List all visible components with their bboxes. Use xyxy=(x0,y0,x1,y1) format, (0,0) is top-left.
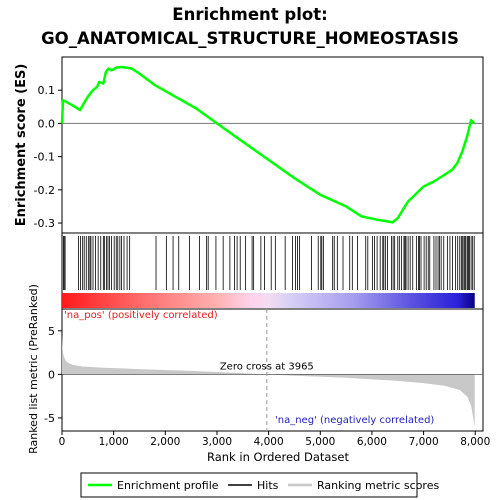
rank-y-tick-label: 5 xyxy=(48,325,55,338)
rank-y-tick-label: -5 xyxy=(44,412,55,425)
rank-y-ticks: 5 0 -5 xyxy=(44,325,62,425)
rank-y-tick-label: 0 xyxy=(48,368,55,381)
negative-correlation-label: 'na_neg' (negatively correlated) xyxy=(275,415,434,426)
es-y-tick-label: 0.0 xyxy=(38,117,56,130)
legend: Enrichment profile Hits Ranking metric s… xyxy=(80,472,439,498)
x-tick-label: 1,000 xyxy=(99,436,129,448)
zero-cross-label: Zero cross at 3965 xyxy=(220,361,314,372)
enrichment-profile-line xyxy=(60,65,476,224)
x-tick-label: 4,000 xyxy=(254,436,284,448)
hit-lines xyxy=(63,236,475,290)
x-tick-label: 3,000 xyxy=(202,436,232,448)
es-y-tick-label: -0.1 xyxy=(34,151,55,164)
x-tick-label: 7,000 xyxy=(409,436,439,448)
es-y-tick-label: -0.2 xyxy=(34,184,55,197)
ranking-metric-area xyxy=(62,334,475,427)
legend-enrichment-label: Enrichment profile xyxy=(117,479,219,492)
hits-panel xyxy=(61,232,484,310)
x-tick-label: 8,000 xyxy=(460,436,490,448)
es-y-axis-label: Enrichment score (ES) xyxy=(14,64,29,227)
chart-title-line-1: Enrichment plot: xyxy=(172,5,327,24)
x-axis-label: Rank in Ordered Dataset xyxy=(207,450,350,464)
x-tick-label: 0 xyxy=(59,436,66,448)
es-panel: 0.1 0.0 -0.1 -0.2 -0.3 Enrichment score (ES) xyxy=(14,56,484,234)
ranking-color-bar xyxy=(62,293,475,308)
es-y-tick-label: -0.3 xyxy=(34,217,55,230)
x-tick-label: 2,000 xyxy=(150,436,180,448)
es-y-ticks: 0.1 0.0 -0.1 -0.2 -0.3 xyxy=(34,84,62,230)
rank-y-axis-label: Ranked list metric (PreRanked) xyxy=(27,284,40,454)
x-tick-label: 5,000 xyxy=(305,436,335,448)
legend-hits-label: Hits xyxy=(257,479,279,492)
es-y-tick-label: 0.1 xyxy=(38,84,56,97)
rank-metric-panel: Zero cross at 3965 'na_pos' (positively … xyxy=(27,284,484,454)
chart-title-line-2: GO_ANATOMICAL_STRUCTURE_HOMEOSTASIS xyxy=(41,29,459,48)
x-tick-label: 6,000 xyxy=(357,436,387,448)
x-axis-ticks: 0 1,000 2,000 3,000 4,000 5,000 6,000 7,000 8,00… xyxy=(59,431,490,448)
positive-correlation-label: 'na_pos' (positively correlated) xyxy=(64,310,218,321)
legend-ranking-label: Ranking metric scores xyxy=(317,479,439,492)
